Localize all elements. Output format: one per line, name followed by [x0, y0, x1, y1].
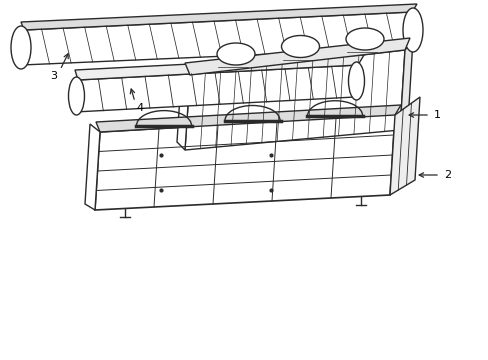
Ellipse shape — [217, 43, 254, 65]
Polygon shape — [389, 97, 419, 195]
Polygon shape — [75, 65, 357, 112]
Text: 4: 4 — [136, 103, 143, 113]
Ellipse shape — [281, 36, 319, 58]
Text: 2: 2 — [443, 170, 450, 180]
Text: 3: 3 — [50, 71, 58, 81]
Polygon shape — [399, 40, 412, 130]
Ellipse shape — [11, 26, 31, 69]
Polygon shape — [96, 105, 400, 132]
Ellipse shape — [348, 62, 364, 100]
Ellipse shape — [402, 8, 422, 52]
Polygon shape — [177, 65, 190, 150]
Polygon shape — [95, 115, 394, 210]
Polygon shape — [85, 124, 100, 210]
Polygon shape — [22, 12, 411, 65]
Polygon shape — [75, 55, 363, 80]
Polygon shape — [184, 38, 409, 75]
Text: 1: 1 — [433, 110, 440, 120]
Ellipse shape — [346, 28, 383, 50]
Polygon shape — [184, 50, 404, 150]
Polygon shape — [21, 4, 416, 30]
Ellipse shape — [68, 77, 84, 115]
